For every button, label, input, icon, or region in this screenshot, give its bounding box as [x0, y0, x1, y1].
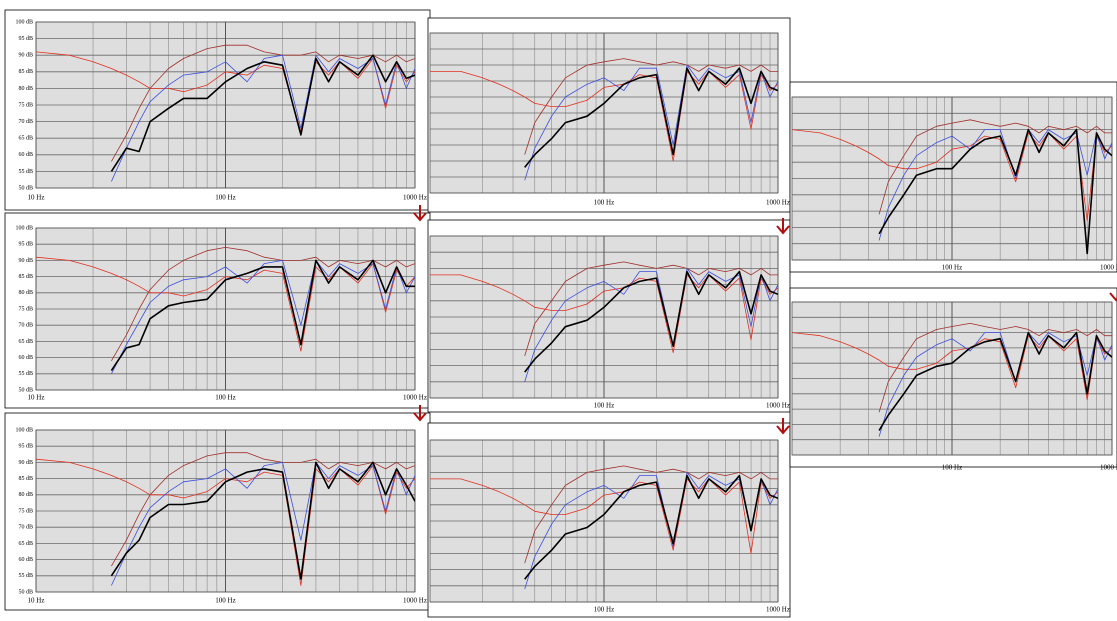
x-tick-label: 1000 Hz [766, 402, 790, 410]
curve [110, 461, 415, 580]
arrow [413, 205, 427, 222]
y-tick-label: 60 dB [18, 355, 33, 361]
y-tick-label: 70 dB [18, 525, 33, 531]
chart: 50 dB 55 dB 60 dB 65 dB 70 dB 75 dB 80 dB 85 dB… [4, 212, 431, 409]
curve [524, 67, 778, 168]
chart: 100 Hz 1000 Hz [427, 422, 791, 618]
x-tick-label: 100 Hz [942, 464, 962, 472]
arrow [413, 405, 427, 422]
y-tick-label: 70 dB [18, 323, 33, 329]
y-tick-label: 55 dB [18, 371, 33, 377]
x-tick-label: 100 Hz [942, 264, 962, 272]
y-tick-label: 65 dB [18, 541, 33, 547]
curve [111, 462, 415, 586]
plot-border [429, 32, 779, 194]
x-tick-label: 1000 Hz [766, 606, 790, 614]
chart: 100 Hz 1000 Hz [427, 219, 791, 413]
plot-border [35, 429, 416, 593]
x-tick-label: 100 Hz [594, 402, 614, 410]
x-tick-label: 1000 Hz [403, 597, 427, 605]
x-tick-label: 10 Hz [28, 194, 45, 202]
plot-border [429, 439, 779, 603]
y-tick-label: 75 dB [18, 508, 33, 514]
arrow [776, 418, 790, 435]
y-tick-label: 55 dB [18, 573, 33, 579]
chart: 100 Hz 1000 Hz [427, 17, 791, 213]
x-tick-label: 100 Hz [215, 597, 235, 605]
curve [878, 119, 1112, 215]
y-tick-label: 90 dB [18, 53, 33, 59]
y-tick-label: 80 dB [18, 86, 33, 92]
y-tick-label: 75 dB [18, 102, 33, 108]
y-tick-label: 50 dB [18, 185, 33, 191]
y-tick-label: 50 dB [18, 387, 33, 393]
y-tick-label: 60 dB [18, 557, 33, 563]
y-tick-label: 85 dB [18, 274, 33, 280]
y-tick-label: 95 dB [18, 242, 33, 248]
curve [792, 332, 1112, 401]
y-tick-label: 65 dB [18, 339, 33, 345]
y-tick-label: 100 dB [15, 19, 33, 25]
x-tick-label: 1000 Hz [403, 194, 427, 202]
y-tick-label: 85 dB [18, 476, 33, 482]
y-tick-label: 100 dB [15, 427, 33, 433]
curve [524, 58, 778, 155]
curve [111, 260, 415, 374]
curve [110, 54, 415, 172]
curve [524, 64, 778, 181]
chart: 100 Hz 1000 Hz [789, 81, 1117, 273]
arrows [413, 205, 1117, 435]
plot-border [791, 96, 1113, 261]
x-tick-label: 100 Hz [594, 606, 614, 614]
curve [878, 129, 1112, 241]
curve [524, 474, 778, 580]
y-tick-label: 60 dB [18, 152, 33, 158]
curve [878, 128, 1112, 255]
curve [524, 465, 778, 564]
y-tick-label: 65 dB [18, 136, 33, 142]
arrow [776, 218, 790, 235]
curve [878, 323, 1112, 413]
y-tick-label: 75 dB [18, 306, 33, 312]
plot-border [791, 301, 1113, 456]
plot-border [35, 21, 416, 189]
y-tick-label: 100 dB [15, 225, 33, 231]
curve [111, 54, 415, 182]
chart: 50 dB 55 dB 60 dB 65 dB 70 dB 75 dB 80 dB 85 dB… [4, 9, 431, 211]
plot-border [35, 227, 416, 391]
y-tick-label: 95 dB [18, 444, 33, 450]
x-tick-label: 1000 Hz [1100, 464, 1117, 472]
y-tick-label: 90 dB [18, 460, 33, 466]
x-tick-label: 1000 Hz [766, 199, 790, 207]
y-tick-label: 95 dB [18, 36, 33, 42]
y-tick-label: 55 dB [18, 169, 33, 175]
curve [110, 259, 415, 372]
x-tick-label: 10 Hz [28, 597, 45, 605]
curve [878, 331, 1112, 431]
curve [524, 261, 778, 357]
x-tick-label: 100 Hz [215, 394, 235, 402]
x-tick-label: 1000 Hz [403, 394, 427, 402]
y-tick-label: 70 dB [18, 119, 33, 125]
chart: 100 Hz 1000 Hz [789, 287, 1117, 472]
y-tick-label: 85 dB [18, 69, 33, 75]
x-tick-label: 1000 Hz [1100, 264, 1117, 272]
y-tick-label: 80 dB [18, 492, 33, 498]
arrow [1109, 292, 1117, 302]
y-tick-label: 50 dB [18, 589, 33, 595]
plot-border [429, 235, 779, 399]
curve [524, 270, 778, 373]
x-tick-label: 10 Hz [28, 394, 45, 402]
chart: 50 dB 55 dB 60 dB 65 dB 70 dB 75 dB 80 dB 85 dB… [4, 412, 431, 611]
y-tick-label: 80 dB [18, 290, 33, 296]
x-tick-label: 100 Hz [215, 194, 235, 202]
x-tick-label: 100 Hz [594, 199, 614, 207]
y-tick-label: 90 dB [18, 258, 33, 264]
